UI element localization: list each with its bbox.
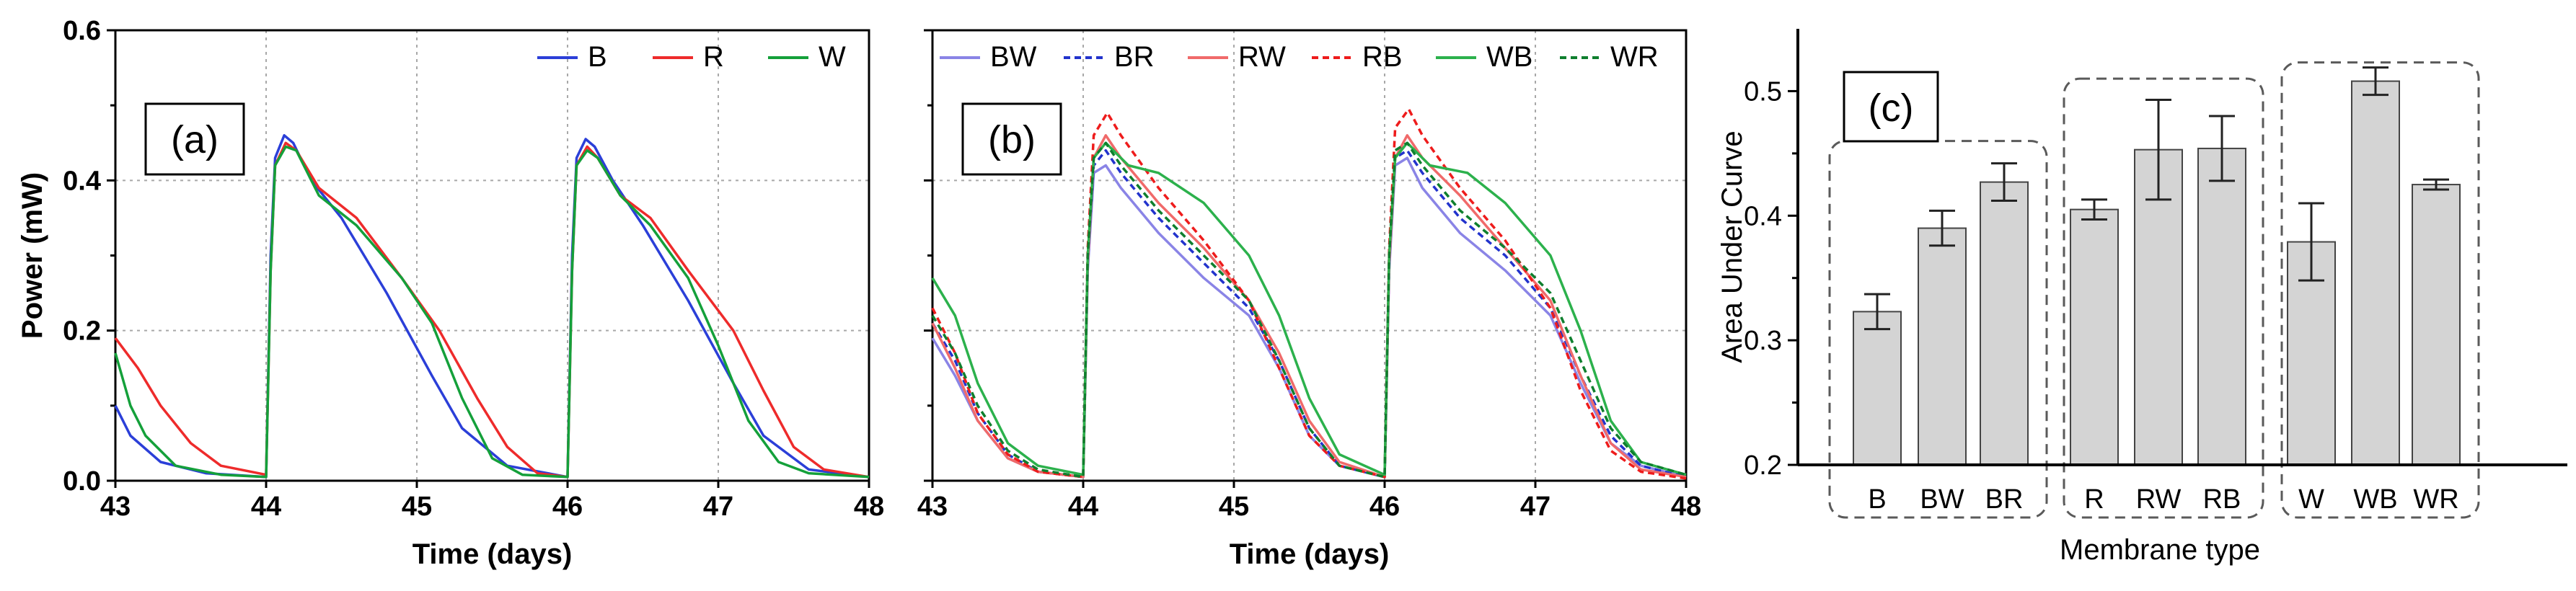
panel-c-y-tick-label: 0.3: [1744, 326, 1782, 356]
panel-a-legend-label-b: B: [588, 41, 607, 73]
panel-c-label: (c): [1869, 86, 1914, 130]
panel-c-category-label-br: BR: [1985, 484, 2024, 515]
panel-a-y-tick-label: 0.0: [63, 466, 101, 497]
panel-b-x-tick-label: 47: [1520, 492, 1551, 522]
panel-c-bar-bw: [1918, 227, 1967, 466]
panel-c-category-label-w: W: [2298, 484, 2324, 515]
panel-c-y-tick-label: 0.4: [1744, 201, 1782, 231]
panel-a-frame: [114, 29, 870, 482]
panel-a-x-tick-label: 46: [552, 492, 583, 522]
panel-a-legend-label-r: R: [703, 41, 724, 73]
panel-a-legend-label-w: W: [819, 41, 846, 73]
panel-a-label-box: [144, 102, 245, 176]
panel-c-y-axis-label: Area Under Curve: [1716, 130, 1748, 363]
panel-b-legend-label-wr: WR: [1610, 41, 1659, 73]
panel-c-group-box-3: [2280, 61, 2480, 519]
panel-c-bar-br: [1980, 181, 2029, 466]
panel-c-group-box-2: [2063, 77, 2264, 519]
panel-c-category-label-rw: RW: [2136, 484, 2182, 515]
panel-c-category-label-b: B: [1868, 484, 1886, 515]
panel-c-category-label-wb: WB: [2353, 484, 2397, 515]
panel-a-y-tick-label: 0.6: [63, 16, 101, 46]
panel-b-legend-label-rw: RW: [1238, 41, 1286, 73]
panel-a-x-tick-label: 48: [854, 492, 884, 522]
panel-b-label: (b): [988, 118, 1036, 161]
panel-a-x-tick-label: 43: [100, 492, 131, 522]
panel-a-series-b-line: [114, 134, 870, 479]
panel-c-label-box: [1843, 71, 1939, 143]
panel-a-y-axis-label: Power (mW): [17, 172, 48, 339]
panel-b-x-tick-label: 43: [917, 492, 948, 522]
panel-a-y-tick-label: 0.4: [63, 166, 101, 196]
panel-b-x-tick-label: 44: [1068, 492, 1098, 522]
panel-b-series-wr-line: [931, 141, 1687, 479]
panel-b-x-tick-label: 48: [1671, 492, 1701, 522]
panel-b-legend-label-rb: RB: [1362, 41, 1403, 73]
panel-b-legend-label-wb: WB: [1486, 41, 1532, 73]
panel-c-category-label-wr: WR: [2413, 484, 2458, 515]
panel-c-category-label-bw: BW: [1920, 484, 1964, 515]
panel-c-bar-wb: [2351, 80, 2400, 466]
panel-c-category-label-r: R: [2084, 484, 2104, 515]
panel-a-label: (a): [171, 118, 219, 161]
panel-b-frame: [931, 29, 1688, 482]
panel-c-category-label-rb: RB: [2203, 484, 2241, 515]
panel-c-bar-wr: [2412, 184, 2461, 466]
panel-a-y-tick-label: 0.2: [63, 316, 101, 347]
panel-a-x-axis-label: Time (days): [413, 538, 573, 570]
panel-c-bar-rb: [2197, 147, 2246, 466]
panel-c-bar-r: [2070, 208, 2119, 466]
panel-a-series-r-line: [114, 141, 870, 479]
panel-b-label-box: [961, 102, 1062, 176]
panel-b-x-axis-label: Time (days): [1230, 538, 1390, 570]
panel-b-x-tick-label: 45: [1219, 492, 1249, 522]
panel-a-x-tick-label: 45: [402, 492, 432, 522]
panel-b-legend-label-bw: BW: [990, 41, 1037, 73]
panel-b-series-wb-line: [931, 141, 1687, 476]
panel-c-x-axis-label: Membrane type: [2060, 534, 2260, 566]
panel-a-x-tick-label: 44: [251, 492, 281, 522]
panel-c-y-tick-label: 0.5: [1744, 76, 1782, 107]
panel-b-x-tick-label: 46: [1369, 492, 1400, 522]
panel-c-y-tick-label: 0.2: [1744, 450, 1782, 481]
panel-a-x-tick-label: 47: [703, 492, 733, 522]
panel-a-series-w-line: [114, 145, 870, 479]
panel-b-series-rw-line: [931, 134, 1687, 479]
panel-b-legend-label-br: BR: [1114, 41, 1155, 73]
panel-c-bar-b: [1853, 311, 1902, 466]
